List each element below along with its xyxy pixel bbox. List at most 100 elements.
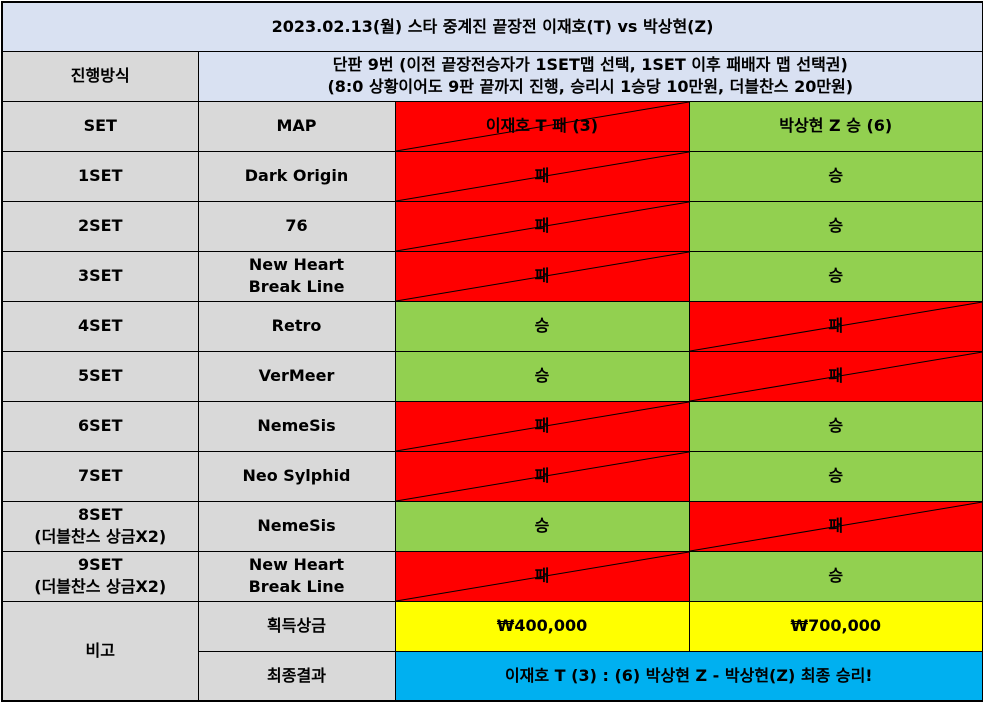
result-text: 패 <box>534 166 550 185</box>
set-label: 2SET <box>1 200 199 252</box>
result-text: 승 <box>828 416 844 435</box>
map-name: Neo Sylphid <box>197 450 396 502</box>
set-row: 8SET (더블찬스 상금X2) NemeSis 승 패 <box>1 500 983 552</box>
set-note: (더블찬스 상금X2) <box>34 577 167 596</box>
result-text: 패 <box>828 316 844 335</box>
map-name: 76 <box>197 200 396 252</box>
result-text: 승 <box>828 216 844 235</box>
result-text: 패 <box>828 366 844 385</box>
result-text: 패 <box>534 266 550 285</box>
set-row: 6SET NemeSis 패 승 <box>1 400 983 452</box>
player1-prize: ₩400,000 <box>394 600 690 652</box>
player1-result: 패 <box>394 550 690 602</box>
map-name: NemeSis <box>197 400 396 452</box>
set-number: 6SET <box>78 416 123 435</box>
result-text: 패 <box>534 416 550 435</box>
set-label: 5SET <box>1 350 199 402</box>
result-text: 승 <box>534 316 550 335</box>
player2-result: 패 <box>688 300 983 352</box>
player1-result: 패 <box>394 150 690 202</box>
format-description: 단판 9번 (이전 끝장전승자가 1SET맵 선택, 1SET 이후 패배자 맵… <box>197 50 983 102</box>
result-text: 패 <box>534 216 550 235</box>
format-line-2: (8:0 상황이어도 9판 끝까지 진행, 승리시 1승당 10만원, 더블찬스… <box>327 77 854 96</box>
set-number: 2SET <box>78 216 123 235</box>
map-name: Retro <box>197 300 396 352</box>
final-result-row: 최종결과 이재호 T (3) : (6) 박상현 Z - 박상현(Z) 최종 승… <box>2 650 983 702</box>
player1-result: 패 <box>394 450 690 502</box>
result-text: 승 <box>828 466 844 485</box>
map-name: New Heart Break Line <box>197 550 396 602</box>
set-number: 5SET <box>78 366 123 385</box>
set-row: 7SET Neo Sylphid 패 승 <box>1 450 983 502</box>
player2-column-header: 박상현 Z 승 (6) <box>688 100 983 152</box>
final-result-text: 이재호 T (3) : (6) 박상현 Z - 박상현(Z) 최종 승리! <box>394 650 983 702</box>
set-label: 4SET <box>1 300 199 352</box>
set-number: 3SET <box>78 266 123 285</box>
set-row: 3SET New Heart Break Line 패 승 <box>1 250 983 302</box>
set-label: 8SET (더블찬스 상금X2) <box>1 500 199 552</box>
set-number: 1SET <box>78 166 123 185</box>
set-rows: 1SET Dark Origin 패 승 2SET 76 패 승 3SET New Heart Br… <box>1 150 983 602</box>
map-name: Dark Origin <box>197 150 396 202</box>
format-row: 진행방식 단판 9번 (이전 끝장전승자가 1SET맵 선택, 1SET 이후 … <box>1 50 983 102</box>
set-row: 2SET 76 패 승 <box>1 200 983 252</box>
map-name-line: New Heart <box>248 255 345 274</box>
format-label: 진행방식 <box>1 50 199 102</box>
map-name-line: Dark Origin <box>244 166 349 185</box>
player1-result: 패 <box>394 250 690 302</box>
result-text: 승 <box>534 366 550 385</box>
notes-label: 비고 <box>1 600 199 702</box>
result-text: 패 <box>534 566 550 585</box>
set-number: 4SET <box>78 316 123 335</box>
map-column-header: MAP <box>197 100 396 152</box>
map-name-line: 76 <box>285 216 308 235</box>
set-label: 7SET <box>1 450 199 502</box>
player1-result: 패 <box>394 400 690 452</box>
map-name-line: Break Line <box>248 577 345 596</box>
set-label: 6SET <box>1 400 199 452</box>
player2-result: 승 <box>688 450 983 502</box>
set-column-header: SET <box>1 100 199 152</box>
title-row: 2023.02.13(월) 스타 중계진 끝장전 이재호(T) vs 박상현(Z… <box>1 1 983 52</box>
set-label: 1SET <box>1 150 199 202</box>
result-text: 승 <box>534 516 550 535</box>
set-label: 9SET (더블찬스 상금X2) <box>1 550 199 602</box>
map-name-line: New Heart <box>248 555 345 574</box>
map-name: NemeSis <box>197 500 396 552</box>
map-name-line: Retro <box>271 316 322 335</box>
player2-prize: ₩700,000 <box>688 600 983 652</box>
map-name-line: Break Line <box>248 277 345 296</box>
set-row: 5SET VerMeer 승 패 <box>1 350 983 402</box>
header-row: SET MAP 이재호 T 패 (3) 박상현 Z 승 (6) <box>1 100 983 152</box>
result-text: 패 <box>828 516 844 535</box>
format-line-1: 단판 9번 (이전 끝장전승자가 1SET맵 선택, 1SET 이후 패배자 맵… <box>332 55 848 74</box>
set-label: 3SET <box>1 250 199 302</box>
final-result-label: 최종결과 <box>197 650 396 702</box>
player1-result: 승 <box>394 350 690 402</box>
player1-result: 패 <box>394 200 690 252</box>
player1-result: 승 <box>394 300 690 352</box>
player2-result: 승 <box>688 550 983 602</box>
player2-result: 승 <box>688 400 983 452</box>
map-name-line: NemeSis <box>257 516 336 535</box>
player1-result: 승 <box>394 500 690 552</box>
map-name: VerMeer <box>197 350 396 402</box>
player1-header-text: 이재호 T 패 (3) <box>485 116 599 135</box>
map-name-line: Neo Sylphid <box>242 466 351 485</box>
result-text: 승 <box>828 266 844 285</box>
set-row: 1SET Dark Origin 패 승 <box>1 150 983 202</box>
player2-result: 승 <box>688 200 983 252</box>
set-row: 4SET Retro 승 패 <box>1 300 983 352</box>
result-text: 승 <box>828 566 844 585</box>
map-name: New Heart Break Line <box>197 250 396 302</box>
sheet-title: 2023.02.13(월) 스타 중계진 끝장전 이재호(T) vs 박상현(Z… <box>1 1 983 52</box>
set-number: 8SET <box>78 505 123 524</box>
set-row: 9SET (더블찬스 상금X2) New Heart Break Line 패 승 <box>1 550 983 602</box>
set-number: 7SET <box>78 466 123 485</box>
player2-result: 패 <box>688 500 983 552</box>
prize-label: 획득상금 <box>197 600 396 652</box>
player1-column-header: 이재호 T 패 (3) <box>394 100 690 152</box>
result-text: 패 <box>534 466 550 485</box>
